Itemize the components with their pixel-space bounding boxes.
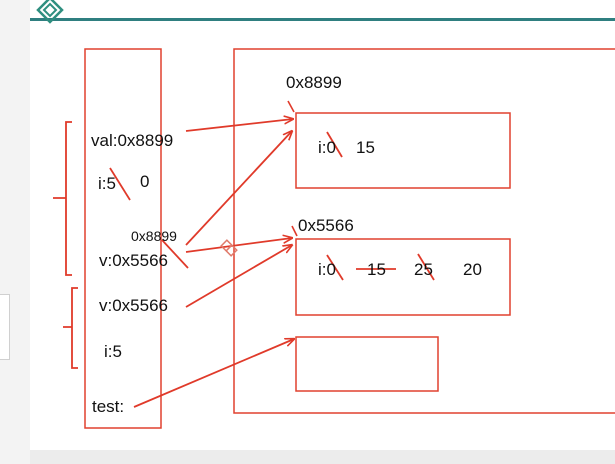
frame-bracket-outer (53, 121, 72, 276)
status-strip (30, 450, 615, 464)
title-rule (30, 18, 615, 21)
stack-frame-box (84, 48, 162, 429)
stack-var-test: test: (92, 397, 125, 416)
side-panel-edge (0, 294, 10, 360)
stack-var-i: i:5 (98, 174, 116, 193)
strike-heap2-i0 (326, 254, 344, 281)
arrow-test-to-empty (133, 339, 294, 408)
heap-address-0x8899: 0x8899 (286, 73, 342, 92)
eraser-mark-icon (220, 239, 238, 257)
heap-object1-value: 15 (356, 138, 375, 157)
heap-region-box (233, 48, 615, 414)
strike-v-old-reference (161, 239, 189, 269)
heap-object2-value-25: 25 (414, 260, 433, 279)
heap-object2-value-20: 20 (463, 260, 482, 279)
stack-v-address-note: 0x8899 (131, 228, 177, 244)
heap-object-0x8899 (295, 112, 511, 189)
stack-var-v-2: v:0x5566 (99, 296, 168, 315)
arrow-v-to-0x8899 (185, 131, 292, 246)
heap-object2-value-15: 15 (367, 260, 386, 279)
strike-heap2-25 (417, 253, 435, 281)
stack-var-val: val:0x8899 (91, 131, 174, 150)
heap-object1-field: i:0 (318, 138, 336, 157)
tick-0x5566 (291, 225, 298, 237)
heap-address-0x5566: 0x5566 (298, 216, 354, 235)
diamond-logo-icon (36, 0, 64, 24)
tick-0x8899 (287, 100, 295, 113)
heap-object-empty (295, 336, 439, 392)
strike-i5 (109, 167, 131, 201)
arrow-val-to-0x8899 (185, 119, 293, 132)
heap-object2-field: i:0 (318, 260, 336, 279)
arrow-v2-to-0x5566 (185, 245, 292, 308)
stack-var-i-2: i:5 (104, 342, 122, 361)
frame-bracket-inner (63, 287, 78, 369)
arrow-v-to-0x5566 (185, 238, 292, 253)
strike-heap1-i0 (326, 131, 343, 158)
stack-var-v-1: v:0x5566 (99, 251, 168, 270)
slide-canvas (30, 0, 615, 450)
stack-var-i-new-value: 0 (140, 172, 150, 191)
heap-object-0x5566 (295, 238, 511, 316)
